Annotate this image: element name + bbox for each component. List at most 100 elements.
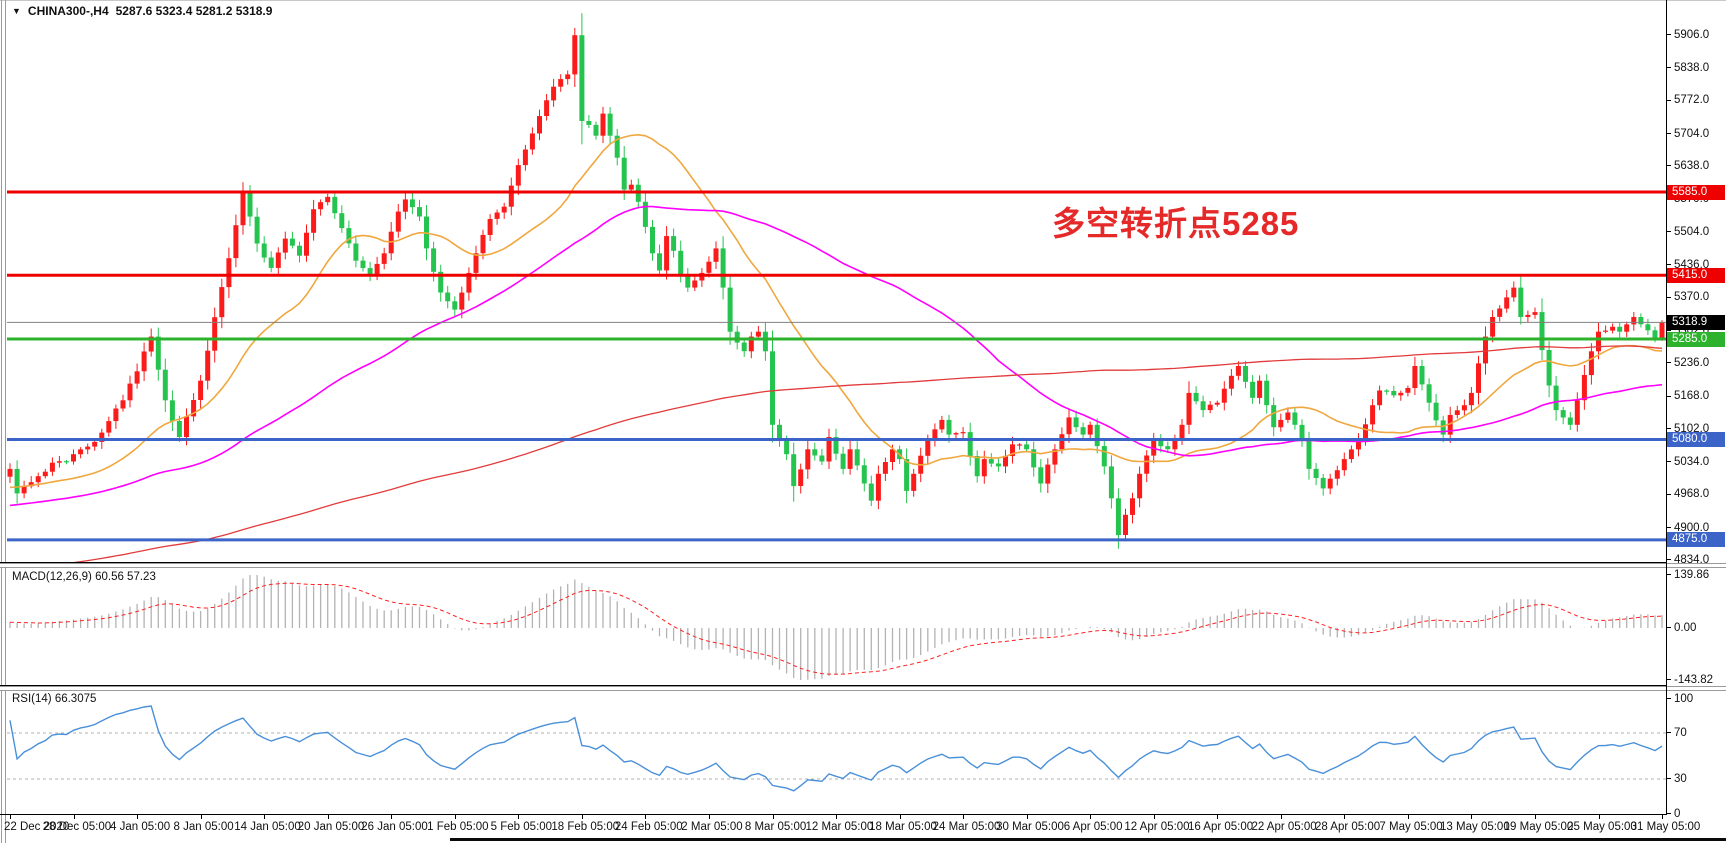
date-label: 12 Mar 05:00 bbox=[805, 821, 874, 833]
macd-axis-tick: -143.82 bbox=[1666, 673, 1713, 687]
date-tick bbox=[264, 815, 266, 819]
date-tick bbox=[1344, 815, 1346, 819]
macd-indicator-panel[interactable] bbox=[0, 568, 1666, 685]
date-tick bbox=[454, 815, 456, 819]
date-tick bbox=[10, 815, 11, 819]
date-tick bbox=[1153, 815, 1155, 819]
price-tick: 5838.0 bbox=[1666, 61, 1709, 75]
date-label: 26 Jan 05:00 bbox=[361, 821, 428, 833]
date-label: 22 Dec 2020 bbox=[4, 821, 70, 833]
date-label: 28 Dec 05:00 bbox=[42, 821, 112, 833]
date-label: 19 May 05:00 bbox=[1503, 821, 1574, 833]
date-tick bbox=[645, 815, 647, 819]
rsi-label: RSI(14) 66.3075 bbox=[12, 693, 97, 705]
date-tick bbox=[1217, 815, 1219, 819]
rsi-axis-tick: 100 bbox=[1666, 692, 1693, 706]
price-tick: 5236.0 bbox=[1666, 356, 1709, 370]
date-tick bbox=[391, 815, 393, 819]
price-tick: 4900.0 bbox=[1666, 521, 1709, 535]
date-label: 2 Mar 05:00 bbox=[681, 821, 743, 833]
macd-bottom-border bbox=[0, 685, 1666, 686]
price-tick: 5370.0 bbox=[1666, 290, 1709, 304]
date-tick bbox=[200, 815, 202, 819]
date-label: 7 May 05:00 bbox=[1379, 821, 1443, 833]
date-tick bbox=[899, 815, 901, 819]
date-label: 6 Apr 05:00 bbox=[1063, 821, 1123, 833]
macd-signal-line bbox=[9, 582, 1663, 675]
date-label: 18 Feb 05:00 bbox=[551, 821, 620, 833]
main-price-chart[interactable] bbox=[0, 0, 1666, 562]
price-tick: 5638.0 bbox=[1666, 159, 1709, 173]
date-label: 20 Jan 05:00 bbox=[297, 821, 365, 833]
current-price-badge: 5318.9 bbox=[1667, 314, 1725, 330]
date-label: 31 May 05:00 bbox=[1630, 821, 1701, 833]
date-tick bbox=[963, 815, 965, 819]
date-label: 8 Mar 05:00 bbox=[744, 821, 807, 833]
date-tick bbox=[1280, 815, 1282, 819]
price-tick: 5034.0 bbox=[1666, 455, 1709, 469]
date-label: 30 Mar 05:00 bbox=[996, 821, 1064, 833]
symbol-period-label: CHINA300-,H4 bbox=[27, 4, 109, 18]
date-tick bbox=[1598, 815, 1600, 819]
date-tick bbox=[581, 815, 583, 819]
level-price-badge: 5415.0 bbox=[1667, 267, 1725, 283]
symbol-dropdown-icon[interactable]: ▼ bbox=[12, 6, 21, 16]
date-label: 4 Jan 05:00 bbox=[110, 821, 171, 833]
date-tick bbox=[1407, 815, 1409, 819]
date-tick bbox=[1662, 815, 1663, 819]
date-label: 16 Apr 05:00 bbox=[1187, 821, 1254, 833]
price-tick: 5168.0 bbox=[1666, 389, 1709, 403]
macd-axis-tick: 139.86 bbox=[1666, 568, 1709, 582]
date-tick bbox=[1090, 815, 1092, 819]
date-label: 24 Mar 05:00 bbox=[932, 821, 1001, 833]
price-tick: 5906.0 bbox=[1666, 28, 1709, 42]
date-label: 12 Apr 05:00 bbox=[1124, 821, 1190, 833]
date-label: 28 Apr 05:00 bbox=[1314, 821, 1381, 833]
chart-text-annotation[interactable]: 多空转折点5285 bbox=[1052, 205, 1300, 242]
panel-separator[interactable] bbox=[0, 563, 1726, 568]
price-tick: 5704.0 bbox=[1666, 127, 1709, 141]
panel-separator-2[interactable] bbox=[0, 686, 1726, 691]
rsi-indicator-panel[interactable] bbox=[0, 691, 1666, 814]
level-price-badge: 5585.0 bbox=[1667, 184, 1725, 200]
date-label: 13 May 05:00 bbox=[1440, 821, 1510, 833]
rsi-bottom-border bbox=[0, 814, 1666, 815]
date-tick bbox=[1535, 815, 1536, 819]
date-tick bbox=[1026, 815, 1028, 819]
date-label: 24 Feb 05:00 bbox=[614, 821, 683, 833]
date-tick bbox=[1471, 815, 1473, 819]
date-tick bbox=[73, 815, 75, 819]
level-price-badge: 5080.0 bbox=[1667, 432, 1725, 447]
rsi-axis-tick: 70 bbox=[1666, 726, 1687, 740]
price-axis-border bbox=[1666, 0, 1667, 815]
date-label: 14 Jan 05:00 bbox=[234, 821, 301, 833]
price-tick: 4834.0 bbox=[1666, 553, 1709, 567]
ohlc-values: 5287.6 5323.4 5281.2 5318.9 bbox=[115, 4, 273, 18]
macd-label: MACD(12,26,9) 60.56 57.23 bbox=[12, 571, 156, 583]
level-price-badge: 5285.0 bbox=[1667, 331, 1725, 347]
date-tick bbox=[772, 815, 774, 819]
date-label: 18 Mar 05:00 bbox=[869, 821, 937, 833]
date-tick bbox=[836, 815, 837, 819]
rsi-axis-tick: 0 bbox=[1666, 807, 1680, 821]
date-label: 5 Feb 05:00 bbox=[490, 821, 553, 833]
date-label: 25 May 05:00 bbox=[1567, 821, 1637, 833]
price-tick: 5102.0 bbox=[1666, 422, 1709, 436]
main-chart-bottom-border bbox=[0, 562, 1666, 563]
date-tick bbox=[137, 815, 139, 819]
price-tick: 5772.0 bbox=[1666, 93, 1709, 107]
slow-ma bbox=[9, 205, 1663, 507]
date-tick bbox=[518, 815, 520, 819]
date-label: 8 Jan 05:00 bbox=[173, 821, 234, 833]
rsi-axis-tick: 30 bbox=[1666, 772, 1687, 786]
date-tick bbox=[327, 815, 329, 819]
price-tick: 4968.0 bbox=[1666, 487, 1709, 501]
date-label: 22 Apr 05:00 bbox=[1251, 821, 1317, 833]
macd-axis-tick: 0.00 bbox=[1666, 621, 1696, 635]
rsi-line bbox=[9, 705, 1663, 792]
window-top-border bbox=[0, 0, 1726, 1]
window-left-border-inner bbox=[5, 0, 6, 843]
date-label: 1 Feb 05:00 bbox=[427, 821, 489, 833]
level-price-badge: 4875.0 bbox=[1667, 532, 1725, 548]
